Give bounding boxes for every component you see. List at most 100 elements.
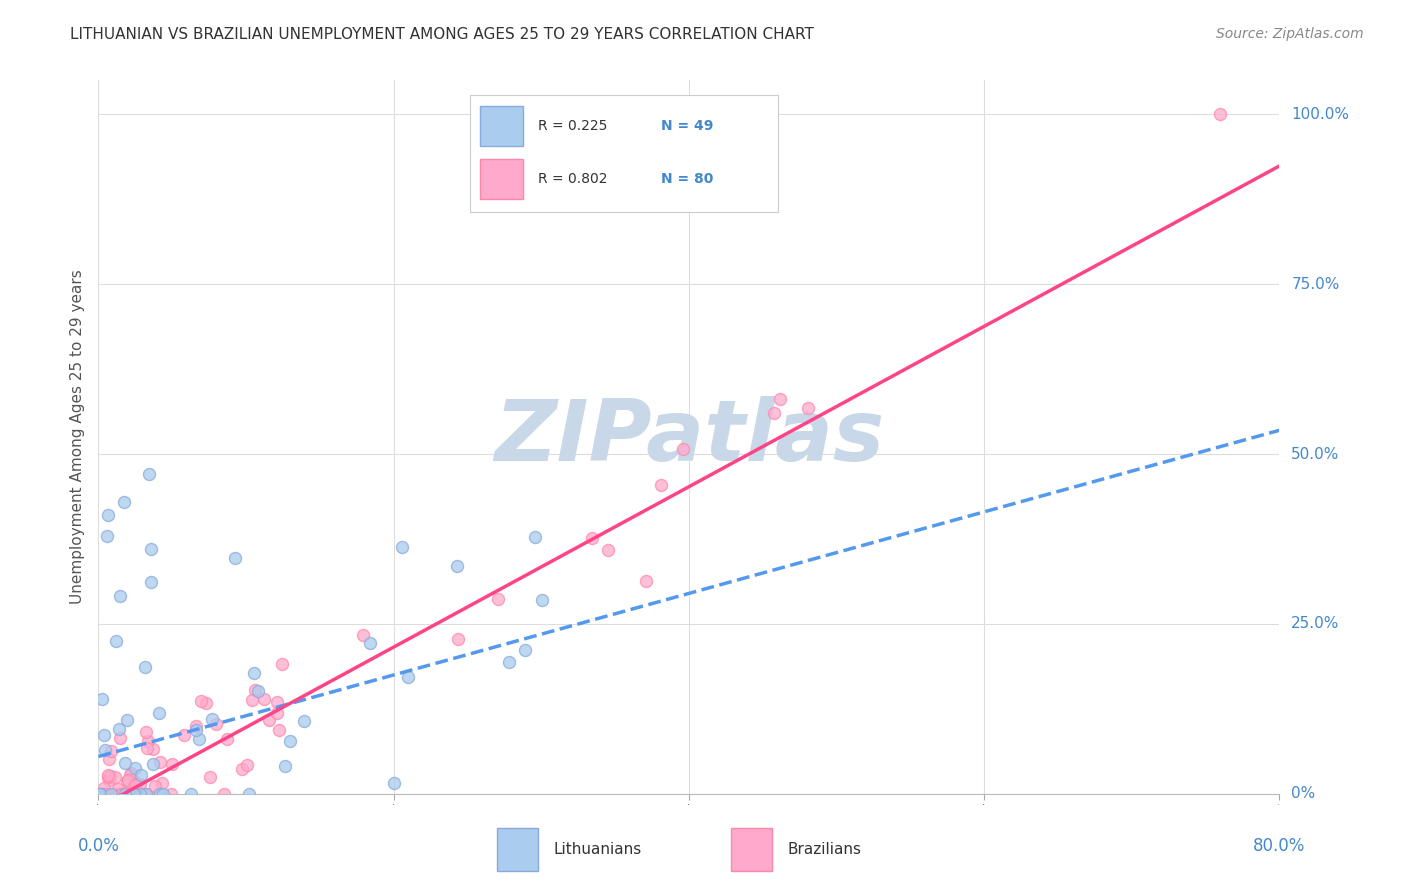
- Point: [138, 467, 160, 482]
- Point: [224, 551, 246, 566]
- Point: [135, 740, 157, 755]
- Point: [115, 774, 138, 789]
- Point: [135, 787, 157, 801]
- Text: 80.0%: 80.0%: [1253, 837, 1306, 855]
- Point: [122, 787, 145, 801]
- Point: [100, 787, 122, 801]
- Point: [89, 787, 111, 801]
- Point: [180, 787, 202, 801]
- Point: [110, 787, 132, 801]
- Point: [162, 756, 184, 771]
- Point: [797, 401, 820, 415]
- Point: [141, 542, 163, 557]
- Point: [104, 634, 127, 648]
- Point: [184, 723, 207, 737]
- Point: [128, 777, 150, 791]
- Point: [129, 768, 152, 782]
- Point: [278, 734, 301, 748]
- Point: [231, 762, 253, 776]
- Point: [146, 787, 169, 801]
- Point: [97, 767, 120, 781]
- Point: [134, 660, 156, 674]
- Point: [498, 656, 520, 670]
- Text: 0.0%: 0.0%: [77, 837, 120, 855]
- Point: [97, 787, 120, 801]
- Point: [143, 779, 166, 793]
- Point: [523, 530, 546, 544]
- Point: [149, 756, 172, 770]
- Point: [108, 723, 131, 737]
- Point: [148, 706, 170, 721]
- Point: [108, 731, 131, 746]
- Point: [769, 392, 792, 406]
- Point: [382, 776, 405, 790]
- Text: 50.0%: 50.0%: [1291, 447, 1340, 461]
- Point: [672, 442, 695, 456]
- Point: [96, 787, 118, 801]
- Point: [100, 787, 122, 801]
- Point: [173, 728, 195, 742]
- Point: [292, 714, 315, 728]
- Point: [89, 787, 111, 801]
- Point: [97, 772, 120, 787]
- Point: [90, 692, 112, 706]
- Point: [266, 695, 288, 709]
- Point: [115, 787, 138, 801]
- Point: [117, 713, 139, 727]
- Point: [104, 770, 127, 784]
- Point: [97, 752, 120, 766]
- Text: LITHUANIAN VS BRAZILIAN UNEMPLOYMENT AMONG AGES 25 TO 29 YEARS CORRELATION CHART: LITHUANIAN VS BRAZILIAN UNEMPLOYMENT AMO…: [70, 27, 814, 42]
- Text: 0%: 0%: [1291, 787, 1316, 801]
- Point: [122, 772, 145, 787]
- Y-axis label: Unemployment Among Ages 25 to 29 years: Unemployment Among Ages 25 to 29 years: [69, 269, 84, 605]
- Point: [634, 574, 657, 589]
- Point: [97, 508, 120, 523]
- Text: ZIPatlas: ZIPatlas: [494, 395, 884, 479]
- Point: [121, 787, 143, 801]
- Text: Source: ZipAtlas.com: Source: ZipAtlas.com: [1216, 27, 1364, 41]
- Point: [94, 743, 117, 757]
- Point: [200, 712, 222, 726]
- Point: [184, 719, 207, 733]
- Point: [596, 542, 619, 557]
- Point: [114, 787, 136, 801]
- Point: [190, 694, 212, 708]
- Point: [359, 635, 381, 649]
- Point: [152, 787, 174, 801]
- Point: [94, 787, 117, 801]
- Point: [266, 706, 288, 720]
- Point: [114, 756, 136, 770]
- Point: [93, 728, 115, 742]
- Point: [136, 734, 159, 748]
- Point: [107, 782, 129, 797]
- Point: [93, 787, 115, 801]
- Point: [236, 758, 259, 772]
- Point: [352, 628, 374, 642]
- Point: [581, 531, 603, 545]
- Point: [650, 478, 672, 492]
- Point: [100, 769, 122, 783]
- Point: [530, 592, 553, 607]
- Point: [111, 787, 134, 801]
- Point: [142, 756, 165, 771]
- Point: [114, 787, 136, 801]
- Point: [89, 787, 111, 801]
- Point: [120, 768, 142, 782]
- Point: [257, 713, 280, 727]
- Point: [114, 787, 136, 801]
- Point: [124, 778, 146, 792]
- Point: [111, 787, 134, 801]
- Point: [159, 787, 181, 801]
- Point: [1209, 107, 1232, 121]
- Point: [108, 589, 131, 603]
- Point: [135, 724, 157, 739]
- Point: [245, 683, 267, 698]
- Point: [97, 770, 120, 784]
- Point: [112, 494, 135, 508]
- Point: [274, 758, 297, 772]
- Text: 100.0%: 100.0%: [1291, 107, 1350, 122]
- Point: [149, 787, 172, 801]
- Text: 25.0%: 25.0%: [1291, 616, 1340, 632]
- Point: [762, 406, 785, 420]
- Point: [188, 731, 211, 746]
